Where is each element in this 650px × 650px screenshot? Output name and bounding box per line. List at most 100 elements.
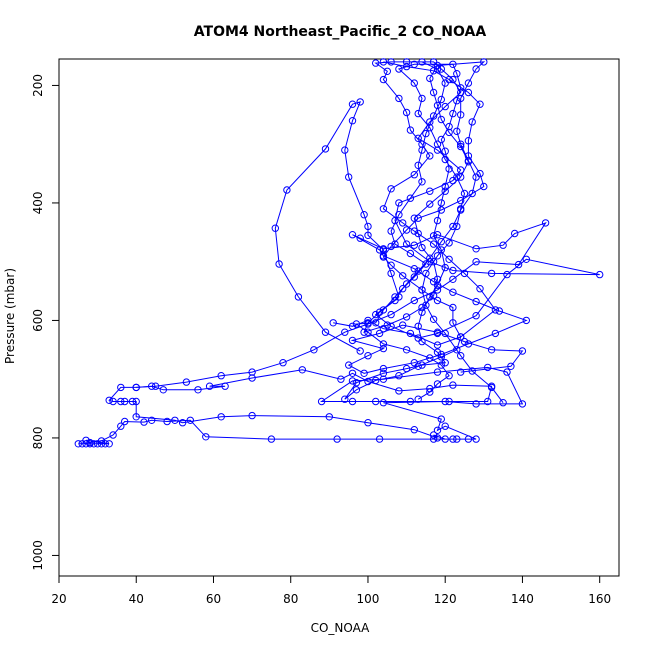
data-point — [117, 383, 125, 392]
data-point — [441, 182, 449, 191]
data-point — [426, 74, 434, 83]
data-point — [441, 397, 449, 406]
data-point — [457, 84, 465, 92]
data-point — [453, 346, 461, 354]
x-tick-label: 160 — [588, 592, 611, 606]
y-tick-label: 400 — [31, 191, 45, 214]
y-tick-label: 600 — [31, 309, 45, 332]
data-point — [503, 270, 511, 279]
data-point — [453, 435, 461, 443]
data-point — [402, 58, 411, 66]
data-point — [426, 354, 434, 362]
data-point — [391, 293, 399, 301]
data-point — [151, 382, 160, 390]
data-point — [453, 97, 461, 105]
data-point — [406, 397, 415, 406]
data-point — [449, 381, 457, 389]
data-point — [148, 416, 156, 424]
data-point — [511, 229, 519, 238]
data-point — [484, 363, 492, 372]
data-point — [298, 366, 306, 374]
data-point — [248, 411, 256, 420]
data-point — [128, 397, 137, 406]
data-point — [433, 368, 442, 376]
data-point — [387, 227, 395, 235]
data-point — [414, 362, 422, 370]
data-point — [364, 231, 372, 240]
data-point — [457, 196, 465, 205]
data-point — [372, 397, 380, 406]
data-point — [472, 400, 480, 408]
data-point — [348, 322, 357, 330]
data-point — [163, 417, 171, 426]
data-point — [364, 319, 372, 327]
data-point — [437, 353, 445, 361]
data-point — [426, 388, 434, 396]
data-point — [437, 238, 445, 246]
data-point — [202, 433, 210, 441]
data-point — [418, 303, 426, 312]
data-point — [217, 413, 225, 421]
data-point — [379, 344, 388, 353]
series-line-1 — [78, 366, 524, 445]
data-point — [317, 397, 326, 406]
data-point — [433, 426, 442, 434]
data-point — [97, 440, 106, 448]
data-point — [437, 361, 445, 369]
data-point — [499, 241, 507, 249]
data-point — [414, 267, 422, 275]
data-point — [433, 252, 442, 260]
data-point — [468, 118, 476, 126]
data-point — [422, 129, 430, 138]
data-point — [457, 111, 465, 119]
data-point — [441, 359, 449, 367]
data-point — [491, 306, 500, 314]
data-point — [460, 269, 469, 278]
data-point — [348, 336, 357, 345]
data-point — [453, 70, 461, 78]
data-point — [449, 303, 457, 312]
data-point — [433, 329, 442, 338]
data-point — [522, 255, 530, 263]
data-point — [406, 194, 415, 202]
data-point — [433, 348, 442, 356]
series-line-3 — [274, 61, 600, 352]
data-point — [472, 245, 480, 253]
data-point — [429, 435, 438, 443]
data-point — [352, 379, 361, 387]
data-point — [109, 431, 117, 439]
data-point — [121, 397, 129, 406]
data-point — [441, 263, 449, 272]
data-point — [140, 418, 148, 426]
data-point — [348, 377, 357, 385]
series-layer — [74, 58, 604, 448]
data-point — [402, 62, 411, 71]
data-point — [457, 333, 465, 341]
x-axis: 20 40 60 80 100 120 140 160 — [51, 575, 611, 606]
data-point — [379, 246, 388, 254]
data-point — [402, 108, 411, 117]
data-point — [433, 275, 442, 283]
data-point — [503, 368, 511, 376]
data-point — [449, 319, 457, 327]
data-point — [356, 234, 364, 242]
data-point — [445, 165, 453, 173]
data-point — [248, 374, 256, 382]
data-point — [476, 285, 484, 293]
data-point — [383, 321, 391, 329]
y-axis: 200 400 600 800 1000 — [31, 74, 60, 571]
chart-title: ATOM4 Northeast_Pacific_2 CO_NOAA — [194, 24, 487, 40]
data-point — [395, 387, 403, 395]
data-point — [418, 146, 426, 154]
data-point — [341, 146, 349, 154]
data-point — [283, 186, 291, 194]
data-point — [480, 58, 488, 66]
data-point — [341, 395, 349, 403]
x-tick-label: 60 — [206, 592, 221, 606]
data-point — [294, 293, 303, 301]
data-point — [402, 226, 411, 234]
data-point — [379, 399, 388, 407]
data-point — [487, 346, 496, 354]
data-point — [379, 205, 388, 213]
